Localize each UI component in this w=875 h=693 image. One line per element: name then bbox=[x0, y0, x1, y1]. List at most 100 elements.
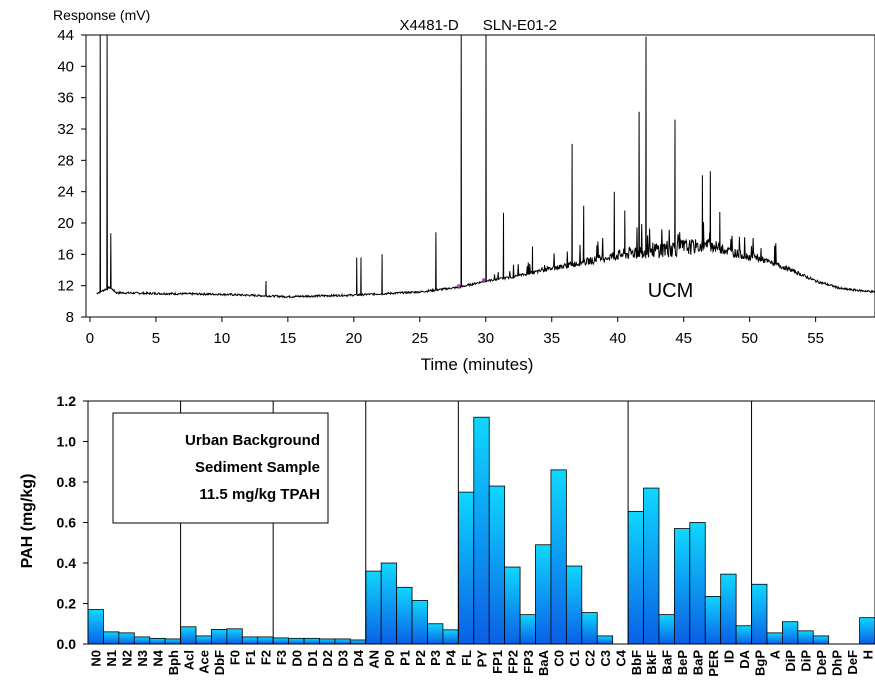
pah-bar bbox=[673, 528, 691, 645]
x-tick-label: 5 bbox=[152, 330, 160, 347]
category-label: BaA bbox=[536, 649, 551, 676]
pah-bar bbox=[519, 614, 536, 645]
category-label: BgP bbox=[752, 650, 767, 676]
ucm-label: UCM bbox=[648, 280, 694, 302]
pah-bar bbox=[164, 638, 181, 645]
pah-bar bbox=[226, 628, 243, 645]
y-tick-label: 1.2 bbox=[57, 393, 77, 409]
category-label: C3 bbox=[598, 650, 613, 667]
category-label: F1 bbox=[243, 650, 258, 665]
category-label: N1 bbox=[104, 650, 119, 667]
pah-bar bbox=[87, 609, 104, 645]
category-label: Ace bbox=[197, 650, 212, 674]
category-label: C1 bbox=[567, 650, 582, 667]
pah-bar bbox=[565, 565, 583, 645]
pah-bar bbox=[334, 638, 351, 645]
pah-bar bbox=[581, 612, 598, 645]
y-tick-label: 32 bbox=[57, 121, 74, 138]
category-label: D3 bbox=[336, 650, 351, 667]
category-label: C0 bbox=[552, 650, 567, 667]
y-tick-label: 36 bbox=[57, 90, 74, 107]
category-label: BaF bbox=[660, 650, 675, 675]
pah-bar bbox=[396, 586, 413, 645]
category-label: FP1 bbox=[490, 650, 505, 674]
pah-plot-frame bbox=[87, 400, 875, 645]
pah-bar bbox=[504, 566, 521, 645]
category-label: AN bbox=[367, 650, 382, 669]
pah-bar bbox=[241, 636, 259, 645]
category-label: N0 bbox=[89, 650, 104, 667]
category-label: A bbox=[768, 649, 783, 659]
pah-bar bbox=[689, 522, 706, 645]
category-label: DiP bbox=[799, 650, 814, 672]
category-label: D0 bbox=[289, 650, 304, 667]
category-label: P4 bbox=[444, 649, 459, 666]
pah-bar bbox=[180, 626, 197, 645]
y-tick-label: 0.0 bbox=[57, 636, 77, 652]
pah-bar bbox=[319, 638, 336, 645]
pah-bar bbox=[859, 617, 875, 645]
category-label: BkF bbox=[644, 650, 659, 675]
pah-bar bbox=[380, 562, 398, 645]
category-label: DiP bbox=[783, 650, 798, 672]
y-tick-label: 20 bbox=[57, 215, 74, 232]
category-label: P2 bbox=[413, 650, 428, 666]
x-tick-label: 40 bbox=[609, 330, 626, 347]
pah-bar bbox=[257, 636, 274, 645]
x-tick-label: 20 bbox=[345, 330, 362, 347]
pah-bar bbox=[704, 596, 722, 645]
y-tick-label: 28 bbox=[57, 152, 74, 169]
category-label: FP2 bbox=[505, 650, 520, 674]
x-tick-label: 55 bbox=[807, 330, 824, 347]
category-label: DA bbox=[737, 649, 752, 668]
y-tick-label: 0.6 bbox=[57, 515, 77, 531]
pah-bar bbox=[427, 623, 444, 645]
pah-bar bbox=[488, 485, 506, 645]
category-label: DbF bbox=[212, 650, 227, 675]
y-tick-label: 24 bbox=[57, 184, 74, 201]
category-label: ID bbox=[721, 650, 736, 663]
category-label: F0 bbox=[228, 650, 243, 665]
category-label: DeP bbox=[814, 650, 829, 676]
category-label: C2 bbox=[583, 650, 598, 667]
category-label: N4 bbox=[150, 649, 165, 666]
category-label: FL bbox=[459, 650, 474, 666]
category-label: N3 bbox=[135, 650, 150, 667]
pah-bar bbox=[288, 637, 305, 645]
pah-bar bbox=[751, 583, 768, 645]
category-label: BbF bbox=[629, 650, 644, 675]
pah-bar bbox=[349, 639, 367, 645]
pah-bar bbox=[103, 631, 120, 645]
category-label: C4 bbox=[613, 649, 628, 666]
category-label: Acl bbox=[181, 650, 196, 670]
category-label: BaP bbox=[691, 650, 706, 676]
sample-info-line-3: 11.5 mg/kg TPAH bbox=[199, 486, 320, 503]
y-tick-label: 12 bbox=[57, 278, 74, 295]
pah-bar bbox=[658, 614, 675, 645]
x-tick-label: 15 bbox=[280, 330, 297, 347]
pah-bar bbox=[133, 636, 151, 645]
x-tick-label: 0 bbox=[86, 330, 94, 347]
y-tick-label: 0.2 bbox=[57, 596, 77, 612]
pah-bar bbox=[720, 573, 737, 645]
chromatogram-plot-frame bbox=[85, 34, 875, 318]
x-tick-label: 35 bbox=[543, 330, 560, 347]
pah-bar bbox=[535, 544, 552, 645]
y-tick-label: 8 bbox=[66, 309, 74, 326]
category-label: FP3 bbox=[521, 650, 536, 674]
pah-bar bbox=[643, 487, 660, 645]
category-label: P0 bbox=[382, 650, 397, 666]
sample-info-line-1: Urban Background bbox=[185, 432, 320, 449]
standard-peak-label: SLN-E01-2 bbox=[483, 17, 557, 34]
standard-peak-marker bbox=[481, 278, 486, 282]
y-tick-label: 1.0 bbox=[57, 434, 77, 450]
pah-bar bbox=[766, 632, 783, 645]
x-tick-label: 10 bbox=[214, 330, 231, 347]
chromatogram-chart: Response (mV) Time (minutes) 8 12 16 20 24 28… bbox=[53, 7, 875, 374]
standard-peak-marker bbox=[456, 284, 461, 288]
x-tick-label: 45 bbox=[675, 330, 692, 347]
pah-bar bbox=[627, 510, 644, 645]
category-label: D1 bbox=[305, 650, 320, 667]
y-tick-label: 16 bbox=[57, 246, 74, 263]
category-label: N2 bbox=[120, 650, 135, 667]
